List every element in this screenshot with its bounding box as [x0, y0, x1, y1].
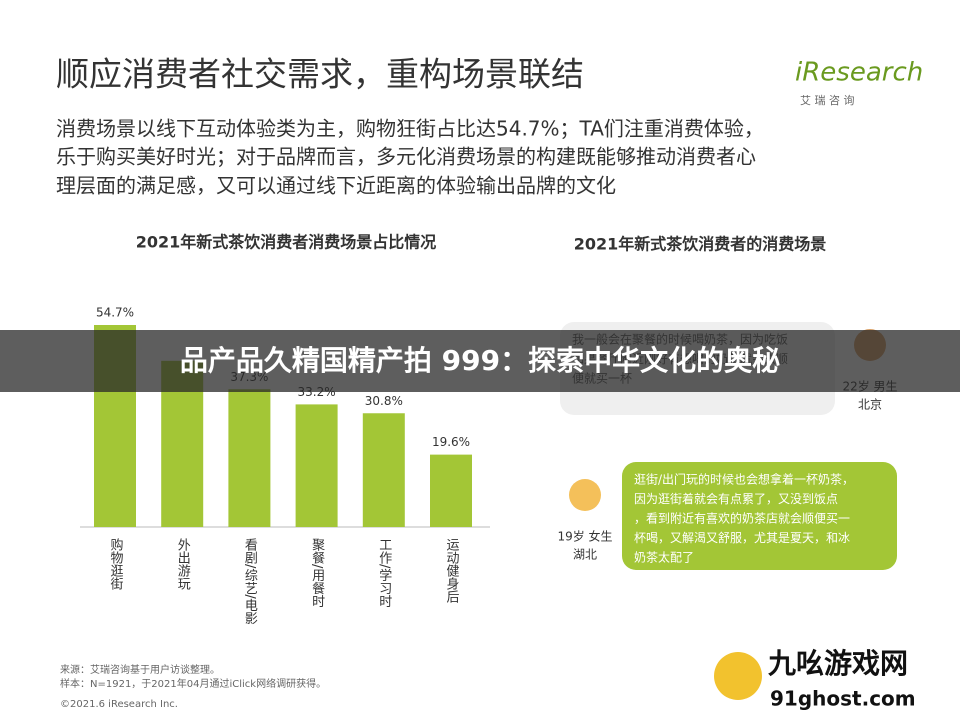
watermark-bg: [705, 640, 955, 715]
value-label: 19.6%: [432, 435, 470, 449]
bar: [228, 389, 271, 527]
source: 来源：艾瑞咨询基于用户访谈整理。: [60, 663, 220, 676]
copyright: ©2021.6 iResearch Inc.: [60, 699, 178, 710]
x-tick-label: 看剧/综艺/电影: [242, 537, 258, 625]
bar: [362, 413, 405, 527]
quotes-title: 2021年新式茶饮消费者的消费场景: [574, 235, 827, 254]
avatar: [569, 479, 601, 511]
bar: [430, 454, 472, 527]
logo-sub: 艾 瑞 咨 询: [800, 93, 855, 107]
quote-line: 因为逛街着就会有点累了，又没到饭点: [634, 491, 838, 506]
slide-title: 顺应消费者社交需求，重构场景联结: [56, 55, 584, 94]
banner-bg: [0, 330, 960, 392]
quote-line: ，看到附近有喜欢的奶茶店就会顺便买一: [634, 511, 850, 526]
chart-title: 2021年新式茶饮消费者消费场景占比情况: [136, 233, 437, 252]
watermark-name: 九吆游戏网: [768, 647, 908, 680]
x-tick-label: 工作/学习时: [376, 538, 392, 608]
quote-line: 奶茶太配了: [634, 550, 694, 565]
banner: 品产品久精国精产拍 999：探索中华文化的奥秘: [180, 344, 780, 377]
x-tick-label: 聚餐/用餐时: [309, 538, 325, 608]
logo: iResearch: [795, 58, 923, 88]
watermark-url: 91ghost.com: [770, 687, 916, 711]
bar: [295, 404, 338, 527]
quote-bubble: [622, 462, 897, 570]
value-label: 30.8%: [365, 394, 403, 408]
place: 湖北: [573, 547, 597, 562]
watermark-icon: [714, 652, 762, 700]
body-line: 消费场景以线下互动体验类为主，购物狂街占比达54.7%；TA们注重消费体验，: [56, 117, 764, 141]
x-tick-label: 外出游玩: [175, 538, 191, 591]
quote-line: 杯喝，又解渴又舒服，尤其是夏天，和冰: [634, 531, 850, 545]
person: 19岁 女生: [557, 529, 612, 544]
x-tick-label: 购物逛街: [108, 537, 124, 590]
body-line: 乐于购买美好时光；对于品牌而言，多元化消费场景的构建既能够推动消费者心: [56, 145, 756, 169]
sample: 样本：N=1921，于2021年04月通过iClick网络调研获得。: [60, 677, 326, 690]
body-line: 理层面的满足感，又可以通过线下近距离的体验输出品牌的文化: [56, 174, 616, 198]
quote-line: 逛街/出门玩的时候也会想拿着一杯奶茶，: [634, 472, 854, 487]
x-tick-label: 运动健身后: [444, 538, 460, 603]
value-label: 54.7%: [96, 306, 134, 320]
place: 北京: [858, 398, 882, 412]
